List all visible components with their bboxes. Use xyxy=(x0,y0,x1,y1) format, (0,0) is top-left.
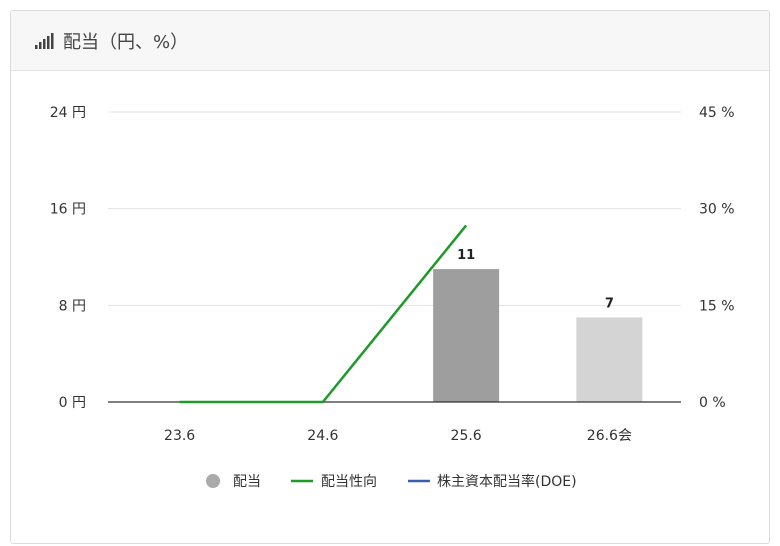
bar-25.6 xyxy=(433,269,500,402)
line-配当性向 xyxy=(179,224,468,404)
right-tick-label: 45 % xyxy=(699,105,735,121)
right-tick-label: 0 % xyxy=(699,395,726,411)
x-tick-label: 23.6 xyxy=(164,428,195,444)
bar-data-label: 11 xyxy=(457,248,475,263)
x-tick-label: 25.6 xyxy=(451,428,482,444)
legend-label: 配当性向 xyxy=(321,474,377,490)
bar-signal-icon xyxy=(35,32,54,49)
dividend-chart: 0 円 8 円 16 円 24 円 0 % 15 % 30 % 45 % 11 7 23.6 24.6… xyxy=(50,105,735,490)
bar-26.6会 xyxy=(576,317,643,402)
left-tick-label: 16 円 xyxy=(50,202,86,218)
card-title: 配当（円、%） xyxy=(63,31,189,53)
right-tick-label: 30 % xyxy=(699,202,735,218)
right-tick-label: 15 % xyxy=(699,298,735,314)
card-header: 配当（円、%） xyxy=(11,11,769,71)
x-tick-label: 24.6 xyxy=(307,428,338,444)
left-tick-label: 8 円 xyxy=(59,298,86,314)
left-tick-label: 0 円 xyxy=(59,395,86,411)
legend-label: 株主資本配当率(DOE) xyxy=(437,473,577,490)
legend-label: 配当 xyxy=(233,474,261,490)
legend-marker-dividend xyxy=(206,474,220,488)
left-tick-label: 24 円 xyxy=(50,105,86,121)
bar-data-label: 7 xyxy=(605,296,614,311)
x-tick-label: 26.6会 xyxy=(587,428,632,444)
dividend-card: 配当（円、%） 0 円 8 円 16 円 24 円 0 % 15 % 30 % 45 % 11 7… xyxy=(10,10,770,544)
